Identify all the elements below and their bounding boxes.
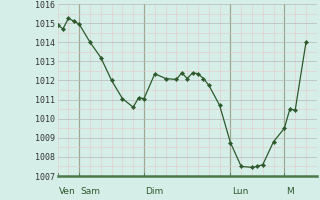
Text: Lun: Lun (232, 187, 248, 196)
Text: Sam: Sam (81, 187, 101, 196)
Text: Ven: Ven (59, 187, 76, 196)
Text: M: M (286, 187, 294, 196)
Text: Dim: Dim (146, 187, 164, 196)
